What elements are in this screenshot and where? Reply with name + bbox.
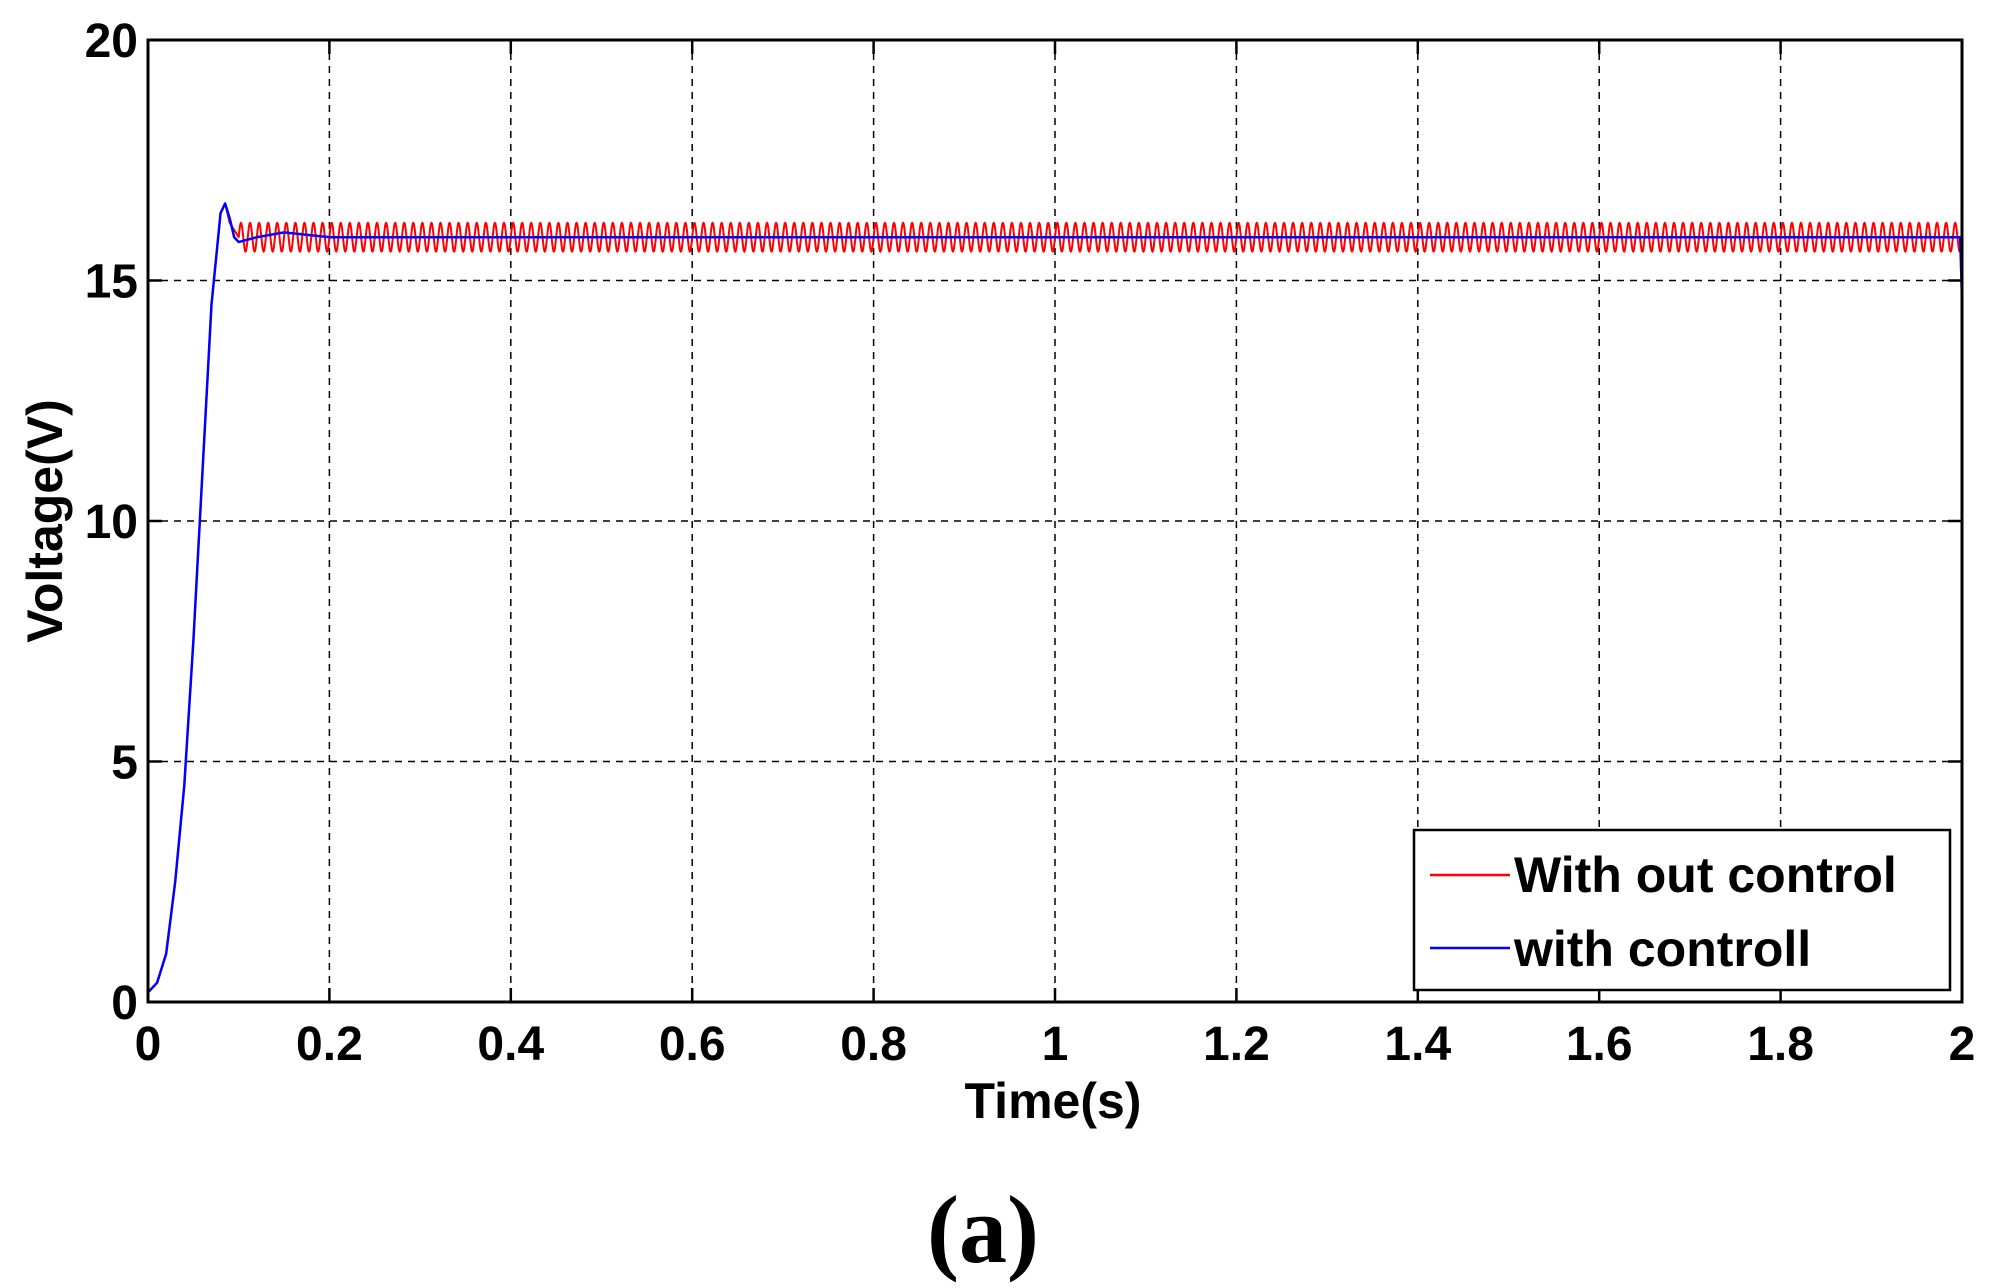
legend-label-with-out-control: With out control [1514, 847, 1897, 903]
x-tick-label: 0 [135, 1018, 162, 1071]
y-tick-label: 10 [85, 496, 138, 549]
y-tick-label: 20 [85, 15, 138, 68]
x-tick-label: 1.4 [1384, 1018, 1451, 1071]
x-tick-label: 1.6 [1566, 1018, 1633, 1071]
y-tick-label: 15 [85, 256, 138, 309]
ticks [146, 38, 1964, 1004]
grid [148, 40, 1962, 1002]
legend-box [1412, 828, 1952, 992]
legend: With out control with controll [1412, 828, 1952, 992]
legend-label-with-controll: with controll [1513, 921, 1811, 977]
series-line-with-controll [147, 202, 1964, 994]
x-tick-label: 1.2 [1203, 1018, 1270, 1071]
x-tick-label: 0.2 [296, 1018, 363, 1071]
x-tick-label: 0.4 [477, 1018, 544, 1071]
x-tick-label: 0.8 [840, 1018, 907, 1071]
y-tick-label: 0 [111, 977, 138, 1030]
y-tick-labels: 0 5 10 15 20 [85, 15, 138, 1030]
x-tick-label: 2 [1949, 1018, 1976, 1071]
x-tick-label: 1.8 [1747, 1018, 1814, 1071]
x-tick-labels: 0 0.2 0.4 0.6 0.8 1 1.2 1.4 1.6 1.8 2 [135, 1018, 1976, 1071]
x-axis-label: Time(s) [965, 1073, 1142, 1129]
x-tick-label: 0.6 [659, 1018, 726, 1071]
x-tick-label: 1 [1042, 1018, 1069, 1071]
y-axis-label: Voltage(V) [17, 399, 73, 643]
series-layer [147, 202, 1964, 994]
y-tick-label: 5 [111, 737, 138, 790]
figure-caption: (a) [927, 1176, 1039, 1283]
